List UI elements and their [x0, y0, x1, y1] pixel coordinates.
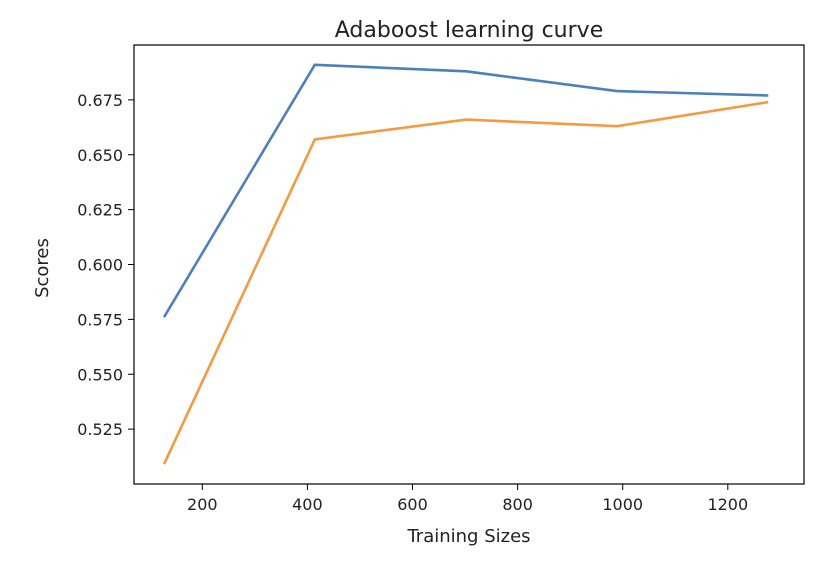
- y-tick-label: 0.675: [77, 91, 123, 110]
- y-tick-label: 0.625: [77, 201, 123, 220]
- x-tick-label: 200: [187, 495, 218, 514]
- y-axis-label: Scores: [32, 238, 53, 298]
- ticks-layer: 200 400 600 800 1000 1200 0.525 0.550 0.575 0.600…: [77, 91, 748, 514]
- x-tick-label: 600: [397, 495, 428, 514]
- plot-frame: [133, 44, 805, 485]
- y-tick-label: 0.650: [77, 146, 123, 165]
- series-line-2: [162, 100, 769, 465]
- series-layer: [162, 63, 769, 465]
- x-tick-label: 800: [502, 495, 533, 514]
- y-tick-label: 0.575: [77, 310, 123, 329]
- series-line-1: [162, 63, 769, 318]
- x-axis-label: Training Sizes: [406, 526, 530, 547]
- chart-title: Adaboost learning curve: [335, 18, 603, 43]
- y-tick-label: 0.525: [77, 420, 123, 439]
- x-tick-label: 1000: [602, 495, 643, 514]
- x-tick-label: 1200: [707, 495, 748, 514]
- y-tick-label: 0.600: [77, 256, 123, 275]
- y-tick-label: 0.550: [77, 365, 123, 384]
- x-tick-label: 400: [292, 495, 323, 514]
